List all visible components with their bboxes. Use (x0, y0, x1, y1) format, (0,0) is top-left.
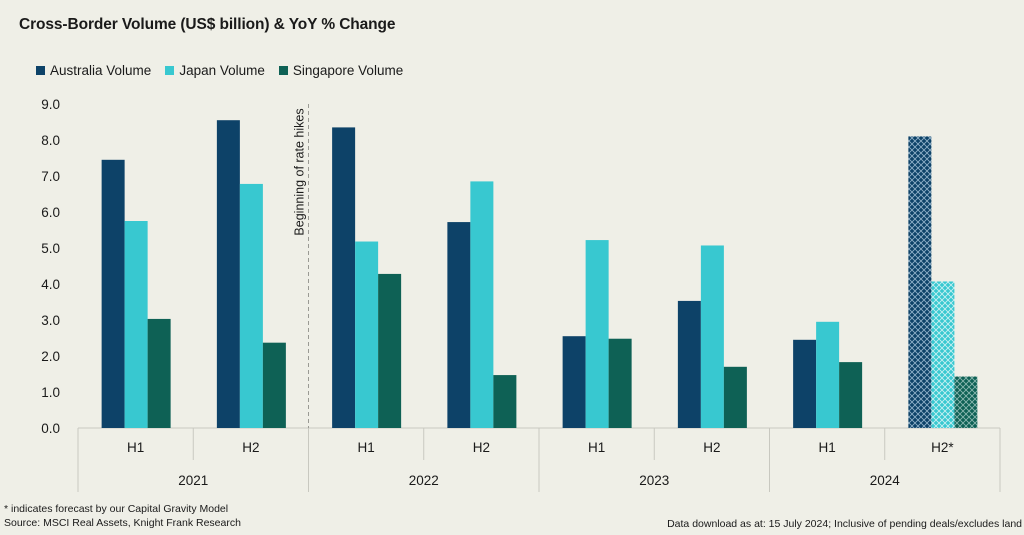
legend-label-australia: Australia Volume (50, 63, 152, 78)
legend-label-japan: Japan Volume (179, 63, 265, 78)
x-group-label: 2022 (409, 473, 439, 488)
bar-australia (677, 300, 701, 428)
legend-item-japan: Japan Volume (165, 63, 265, 78)
legend-item-australia: Australia Volume (36, 63, 151, 78)
legend-item-singapore: Singapore Volume (278, 63, 404, 78)
legend-swatch-australia (36, 66, 45, 75)
bar-singapore (147, 318, 171, 428)
bar-singapore (378, 273, 402, 428)
legend-swatch-japan (165, 66, 175, 75)
chart-title: Cross-Border Volume (US$ billion) & YoY … (19, 16, 396, 33)
legend-swatch-singapore (278, 66, 288, 75)
bar-japan (124, 221, 148, 428)
x-category-label: H2 (473, 440, 490, 455)
x-category-label: H1 (357, 440, 374, 455)
bar-japan (470, 181, 494, 428)
bar-japan (816, 321, 840, 428)
bars (101, 120, 978, 429)
x-category-label: H2 (703, 440, 720, 455)
y-tick-label: 9.0 (41, 97, 60, 112)
x-category-label: H1 (818, 440, 835, 455)
bar-singapore (723, 366, 747, 428)
bar-australia (793, 339, 817, 428)
bar-australia (562, 336, 586, 428)
bar-singapore (954, 376, 978, 428)
bar-singapore (262, 342, 286, 428)
y-tick-label: 5.0 (41, 241, 60, 256)
legend: Australia Volume Japan Volume Singapore … (36, 63, 403, 78)
bar-japan (239, 183, 263, 428)
x-group-label: 2021 (178, 473, 208, 488)
bar-australia (447, 222, 471, 428)
x-group-label: 2023 (639, 473, 669, 488)
y-tick-label: 4.0 (41, 277, 60, 292)
axis-labels: 0.0 1.0 2.0 3.0 4.0 5.0 6.0 7.0 8.0 9.0 H1 H2 H1 H2 H1… (41, 97, 954, 488)
bar-singapore (493, 375, 517, 428)
legend-label-singapore: Singapore Volume (292, 63, 404, 78)
rate-hike-annotation: Beginning of rate hikes (293, 108, 307, 235)
x-group-label: 2024 (870, 473, 901, 488)
footnote-source: Source: MSCI Real Assets, Knight Frank R… (4, 517, 241, 529)
y-tick-label: 0.0 (41, 421, 60, 436)
footnotes: * indicates forecast by our Capital Grav… (4, 502, 241, 530)
x-category-label: H2* (931, 440, 954, 455)
y-tick-label: 7.0 (41, 169, 60, 184)
footnote-download: Data download as at: 15 July 2024; Inclu… (667, 518, 1022, 530)
x-category-label: H1 (588, 440, 605, 455)
y-tick-label: 8.0 (41, 133, 60, 148)
x-category-label: H2 (242, 440, 259, 455)
x-category-label: H1 (127, 440, 144, 455)
axes (77, 104, 1001, 492)
bar-australia (908, 136, 932, 428)
y-tick-label: 2.0 (41, 349, 60, 364)
bar-japan (585, 240, 609, 428)
bar-singapore (608, 338, 632, 428)
y-tick-label: 1.0 (41, 385, 60, 400)
bar-japan (355, 241, 379, 428)
y-tick-label: 3.0 (41, 313, 60, 328)
y-tick-label: 6.0 (41, 205, 60, 220)
bar-australia (216, 120, 240, 428)
bar-australia (101, 159, 125, 429)
bar-japan (931, 281, 955, 428)
bar-singapore (839, 362, 863, 428)
bar-australia (332, 127, 356, 429)
footnote-forecast: * indicates forecast by our Capital Grav… (4, 503, 229, 515)
bar-japan (700, 245, 724, 428)
